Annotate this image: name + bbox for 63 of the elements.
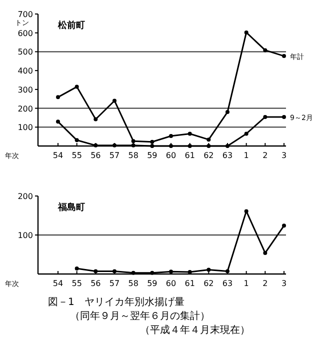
- point: [226, 110, 230, 114]
- x-tick-label: 59: [147, 279, 158, 288]
- x-tick-label: 62: [204, 151, 214, 160]
- point: [74, 138, 79, 142]
- x-tick-label: 61: [184, 151, 195, 160]
- x-tick-label: 61: [184, 279, 195, 288]
- x-tick-label: 54: [52, 151, 64, 160]
- point: [131, 139, 136, 144]
- x-tick-label: 60: [166, 279, 176, 288]
- point: [56, 120, 60, 124]
- x-tick-label: 57: [109, 279, 120, 288]
- x-tick-label: 56: [90, 279, 101, 288]
- point: [263, 114, 268, 119]
- point: [74, 84, 79, 89]
- text: （平成４年４月末現在）: [140, 324, 250, 336]
- point: [263, 48, 268, 52]
- point: [244, 132, 248, 136]
- x-tick-label: 58: [128, 279, 138, 288]
- x-tick-label: 55: [72, 279, 82, 288]
- text: 図－1 ヤリイカ年別水揚げ量: [48, 296, 184, 308]
- point: [206, 268, 211, 272]
- x-tick-label: 55: [72, 151, 82, 160]
- x-tick-label: 58: [128, 151, 138, 160]
- point: [282, 54, 286, 58]
- y-tick-label: 600: [18, 28, 33, 38]
- point: [282, 114, 286, 119]
- x-tick-label: 62: [204, 279, 214, 288]
- point: [244, 209, 248, 214]
- y-tick-label: 300: [18, 85, 33, 94]
- y-tick-label: 400: [18, 66, 33, 76]
- y-tick-label: 500: [18, 48, 33, 57]
- point: [263, 250, 268, 255]
- x-tick-label: 3: [281, 151, 287, 160]
- text: （同年９月～翌年６月の集計）: [70, 310, 210, 322]
- x-tick-label: 54: [52, 279, 64, 288]
- point: [94, 117, 98, 122]
- y-tick-label: 200: [18, 192, 33, 201]
- text: 松前町: [57, 20, 85, 31]
- x-tick-label: 1: [244, 279, 249, 288]
- x-tick-label: 63: [222, 151, 233, 160]
- point: [56, 95, 60, 100]
- point: [244, 30, 248, 34]
- x-tick-label: 2: [262, 151, 268, 160]
- point: [188, 132, 192, 136]
- x-tick-label: 63: [222, 279, 233, 288]
- y-tick-label: 100: [18, 231, 33, 240]
- point: [169, 134, 173, 138]
- x-tick-label: 3: [281, 279, 287, 288]
- x-tick-label: 57: [109, 151, 120, 160]
- y-tick-label: 100: [18, 123, 33, 132]
- x-tick-label: 59: [147, 151, 158, 160]
- y-tick-label: 700: [18, 10, 33, 19]
- x-tick-label: 60: [166, 151, 176, 160]
- y-tick-label: 200: [18, 104, 33, 114]
- x-tick-label: 2: [262, 279, 268, 288]
- x-tick-label: 56: [90, 151, 101, 160]
- x-tick-label: 1: [244, 151, 249, 160]
- point: [206, 138, 211, 142]
- text: 福島町: [57, 202, 85, 213]
- point: [150, 140, 154, 144]
- point: [112, 98, 116, 103]
- point: [282, 224, 286, 228]
- point: [74, 266, 79, 271]
